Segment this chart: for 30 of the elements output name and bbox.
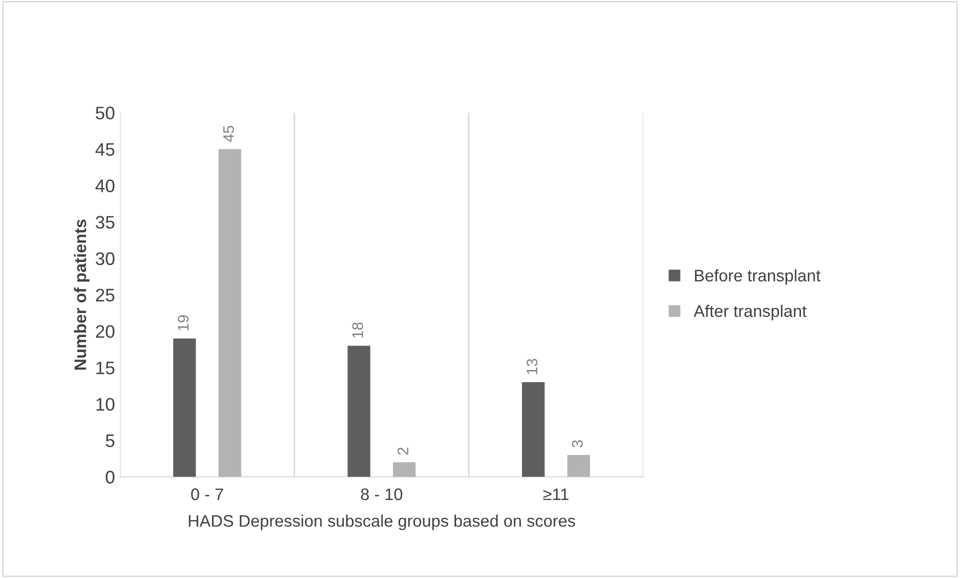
bar	[348, 346, 370, 477]
data-label: 13	[526, 358, 538, 374]
x-tick-label: ≥11	[543, 488, 568, 500]
y-tick-label: 5	[106, 434, 114, 448]
bar	[173, 338, 196, 477]
y-tick-label: 10	[96, 398, 114, 411]
y-tick-label: 45	[95, 143, 114, 156]
legend-label: Before transplant	[695, 269, 820, 285]
data-label: 19	[178, 315, 189, 330]
y-axis-title: Number of patients	[74, 220, 90, 370]
data-label: 2	[398, 448, 408, 455]
y-tick-label: 40	[95, 179, 114, 192]
data-label: 18	[352, 322, 364, 338]
y-tick-label: 50	[96, 106, 114, 120]
bar	[218, 149, 242, 477]
bar	[392, 462, 416, 477]
x-tick-label: 8 - 10	[361, 488, 402, 500]
data-label: 3	[572, 440, 583, 448]
bar	[522, 382, 545, 477]
x-axis-title: HADS Depression subscale groups based on scores	[188, 514, 576, 530]
y-tick-label: 20	[96, 325, 114, 338]
y-tick-label: 30	[96, 252, 114, 266]
data-label: 45	[223, 126, 234, 142]
y-tick-label: 35	[96, 216, 114, 229]
bar	[567, 455, 590, 477]
legend-label: After transplant	[694, 304, 807, 320]
x-tick-label: 0 - 7	[191, 488, 224, 500]
y-tick-label: 25	[96, 288, 114, 302]
y-tick-label: 15	[96, 362, 114, 374]
y-tick-label: 0	[106, 470, 114, 484]
